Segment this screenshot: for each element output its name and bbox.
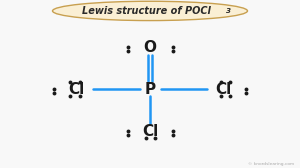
Ellipse shape xyxy=(52,1,247,20)
Text: O: O xyxy=(143,39,157,55)
Text: Cl: Cl xyxy=(68,81,85,97)
Text: Cl: Cl xyxy=(215,81,232,97)
Text: Lewis structure of POCl: Lewis structure of POCl xyxy=(82,6,211,16)
Text: 3: 3 xyxy=(226,8,232,14)
Text: P: P xyxy=(144,81,156,97)
Text: Cl: Cl xyxy=(142,123,158,139)
Text: © knordslearing.com: © knordslearing.com xyxy=(248,162,294,166)
